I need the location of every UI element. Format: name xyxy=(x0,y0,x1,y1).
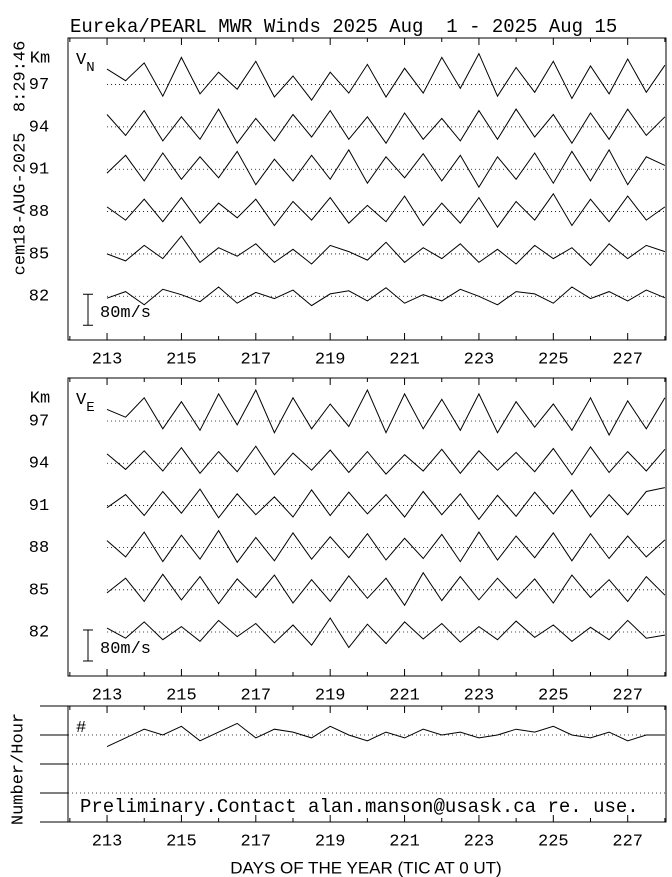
x-tick-label: 227 xyxy=(612,686,643,705)
chart-title: Eureka/PEARL MWR Winds 2025 Aug 1 - 2025… xyxy=(70,16,617,38)
y-tick-label: 94 xyxy=(29,118,49,137)
trace xyxy=(106,286,666,307)
trace xyxy=(106,487,666,521)
y-tick-label: 82 xyxy=(29,623,49,642)
trace xyxy=(106,52,666,101)
timestamp: cem18-AUG-2025 8:29:46 xyxy=(11,41,30,276)
x-tick-label: 221 xyxy=(389,832,420,851)
x-tick-label: 219 xyxy=(315,686,346,705)
x-tick-label: 227 xyxy=(612,832,643,851)
x-tick-label: 219 xyxy=(315,832,346,851)
x-tick-label: 217 xyxy=(241,686,272,705)
y-tick-label: 91 xyxy=(29,497,49,516)
y-tick-label: 82 xyxy=(29,288,49,307)
x-tick-label: 213 xyxy=(92,350,123,369)
x-tick-label: 215 xyxy=(166,686,197,705)
y-tick-label: 88 xyxy=(29,203,49,222)
trace xyxy=(106,529,666,564)
x-tick-label: 219 xyxy=(315,350,346,369)
panel-label-main: V xyxy=(76,51,87,70)
y-label: Number/Hour xyxy=(9,713,28,825)
trace xyxy=(106,617,665,649)
x-tick-label: 225 xyxy=(538,832,569,851)
x-tick-label: 223 xyxy=(464,686,495,705)
panel-label-sub: E xyxy=(86,400,94,416)
x-tick-label: 213 xyxy=(92,686,123,705)
x-tick-label: 223 xyxy=(464,832,495,851)
panel-label: VN xyxy=(76,51,95,75)
y-tick-label: 85 xyxy=(29,245,49,264)
trace xyxy=(106,192,666,228)
trace xyxy=(106,571,666,607)
x-tick-label: 221 xyxy=(389,350,420,369)
x-tick-label: 217 xyxy=(241,832,272,851)
y-unit: Km xyxy=(30,49,50,68)
trace xyxy=(106,108,666,145)
panel-label-main: V xyxy=(76,391,87,410)
y-tick-label: 88 xyxy=(29,539,49,558)
trace xyxy=(106,235,666,267)
y-tick-label: 85 xyxy=(29,581,49,600)
panel-label-main: # xyxy=(76,719,86,738)
x-tick-label: 215 xyxy=(166,832,197,851)
x-tick-label: 225 xyxy=(538,350,569,369)
x-tick-label: 215 xyxy=(166,350,197,369)
trace xyxy=(106,722,665,748)
trace xyxy=(106,445,666,476)
x-tick-label: 223 xyxy=(464,350,495,369)
note: Preliminary.Contact alan.manson@usask.ca… xyxy=(80,796,639,818)
x-tick-label: 221 xyxy=(389,686,420,705)
trace xyxy=(106,388,666,437)
panel-label: VE xyxy=(76,391,95,415)
scale-bar-label: 80m/s xyxy=(100,640,151,659)
y-tick-label: 94 xyxy=(29,455,49,474)
scale-bar-label: 80m/s xyxy=(100,304,151,323)
trace xyxy=(106,148,666,189)
x-tick-label: 213 xyxy=(92,832,123,851)
x-tick-label: 217 xyxy=(241,350,272,369)
y-tick-label: 97 xyxy=(29,413,49,432)
x-tick-label: 225 xyxy=(538,686,569,705)
x-tick-label: 227 xyxy=(612,350,643,369)
panel-label-sub: N xyxy=(86,60,94,76)
y-unit: Km xyxy=(30,389,50,408)
x-label: DAYS OF THE YEAR (TIC AT 0 UT) xyxy=(230,858,501,877)
panel-label: # xyxy=(76,719,86,738)
y-tick-label: 97 xyxy=(29,76,49,95)
y-tick-label: 91 xyxy=(29,161,49,180)
